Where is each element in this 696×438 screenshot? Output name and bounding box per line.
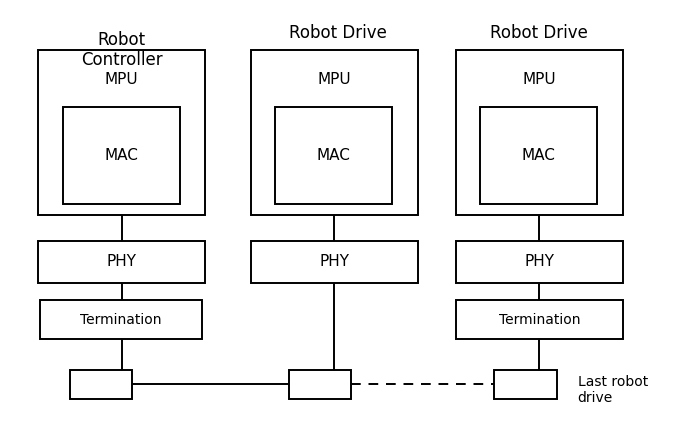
Text: Robot Drive: Robot Drive	[491, 24, 588, 42]
Text: MAC: MAC	[317, 148, 350, 163]
Bar	[494, 370, 557, 399]
Bar	[275, 107, 392, 204]
Bar	[38, 241, 205, 283]
Bar	[289, 370, 351, 399]
Bar	[456, 241, 623, 283]
Bar	[251, 241, 418, 283]
Text: Termination: Termination	[80, 313, 162, 327]
Bar	[456, 300, 623, 339]
Text: PHY: PHY	[106, 254, 137, 269]
Bar	[40, 300, 202, 339]
Text: Robot
Controller: Robot Controller	[81, 31, 163, 70]
Bar	[63, 107, 180, 204]
Bar	[456, 50, 623, 215]
Bar	[38, 50, 205, 215]
Text: Termination: Termination	[498, 313, 580, 327]
Text: PHY: PHY	[524, 254, 555, 269]
Text: Robot Drive: Robot Drive	[289, 24, 386, 42]
Text: MPU: MPU	[105, 72, 139, 87]
Bar	[251, 50, 418, 215]
Text: MAC: MAC	[104, 148, 138, 163]
Text: MAC: MAC	[522, 148, 555, 163]
Text: Last robot
drive: Last robot drive	[578, 375, 648, 405]
Bar	[70, 370, 132, 399]
Text: PHY: PHY	[319, 254, 349, 269]
Bar	[480, 107, 597, 204]
Text: MPU: MPU	[317, 72, 351, 87]
Text: MPU: MPU	[523, 72, 556, 87]
